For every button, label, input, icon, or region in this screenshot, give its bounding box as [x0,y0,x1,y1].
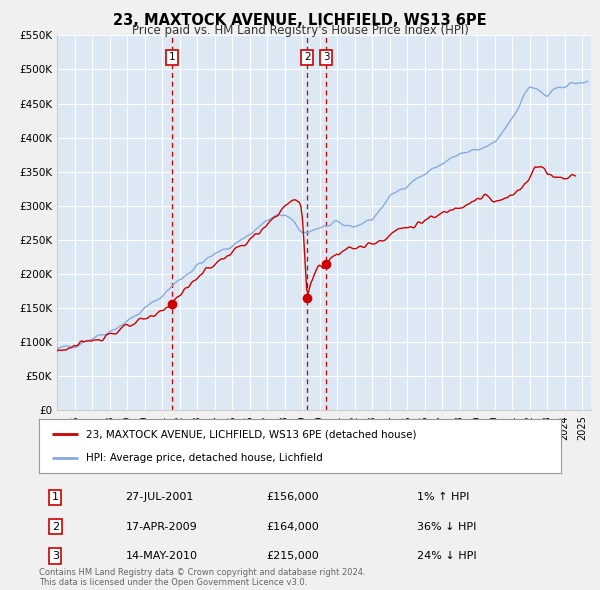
Text: 3: 3 [52,551,59,561]
Text: 2: 2 [52,522,59,532]
Text: 36% ↓ HPI: 36% ↓ HPI [417,522,476,532]
Text: 1: 1 [169,53,175,63]
Text: 1: 1 [52,492,59,502]
Text: £156,000: £156,000 [266,492,319,502]
Text: 27-JUL-2001: 27-JUL-2001 [125,492,194,502]
Text: 3: 3 [323,53,329,63]
Text: 23, MAXTOCK AVENUE, LICHFIELD, WS13 6PE: 23, MAXTOCK AVENUE, LICHFIELD, WS13 6PE [113,13,487,28]
Text: £164,000: £164,000 [266,522,319,532]
Text: Price paid vs. HM Land Registry's House Price Index (HPI): Price paid vs. HM Land Registry's House … [131,24,469,37]
Text: 14-MAY-2010: 14-MAY-2010 [125,551,197,561]
Text: HPI: Average price, detached house, Lichfield: HPI: Average price, detached house, Lich… [86,453,323,463]
Text: 23, MAXTOCK AVENUE, LICHFIELD, WS13 6PE (detached house): 23, MAXTOCK AVENUE, LICHFIELD, WS13 6PE … [86,429,416,439]
Text: 17-APR-2009: 17-APR-2009 [125,522,197,532]
Text: 24% ↓ HPI: 24% ↓ HPI [417,551,476,561]
Text: Contains HM Land Registry data © Crown copyright and database right 2024.
This d: Contains HM Land Registry data © Crown c… [39,568,365,587]
Text: 2: 2 [304,53,311,63]
Text: 1% ↑ HPI: 1% ↑ HPI [417,492,469,502]
Text: £215,000: £215,000 [266,551,319,561]
